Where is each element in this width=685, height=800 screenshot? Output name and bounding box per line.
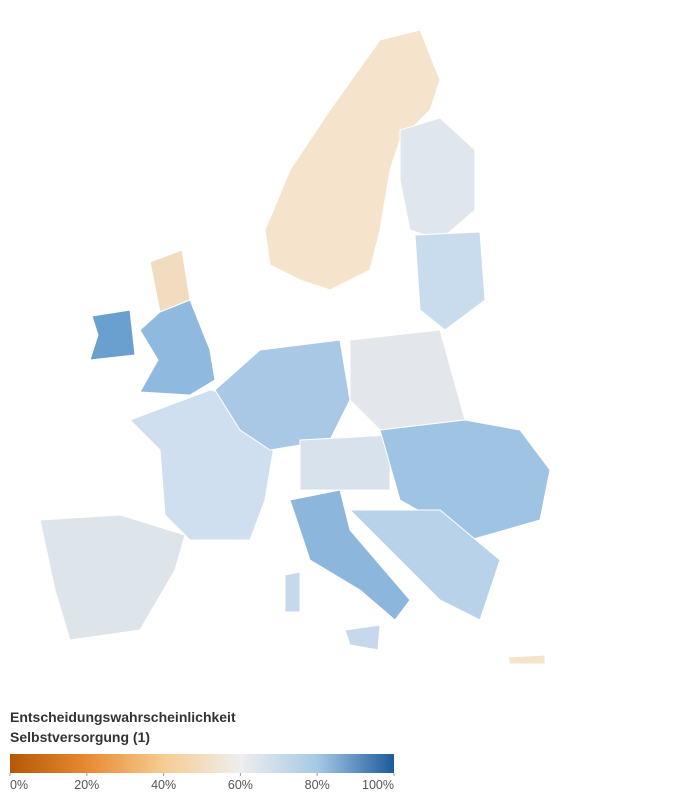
color-scale [10,754,394,773]
region [214,339,351,451]
region [39,514,186,641]
tick-label: 80% [305,778,330,792]
region [399,117,476,241]
tick-label: 20% [74,778,99,792]
region [299,434,391,491]
map-regions [39,29,551,665]
region [139,299,216,396]
region [344,624,381,651]
legend-title: Selbstversorgung (1) [10,729,150,745]
tick-label: 100% [362,778,394,792]
tick-label: 0% [10,778,28,792]
legend: Entscheidungswahrscheinlichkeit Selbstver… [9,709,395,792]
region [507,654,546,665]
region [349,329,466,431]
tick-label: 40% [151,778,176,792]
region [348,509,501,621]
legend-title: Entscheidungswahrscheinlichkeit [10,709,236,725]
tick-label: 60% [228,778,253,792]
region [284,571,301,613]
region [289,489,411,621]
region [414,231,486,331]
region [89,309,136,361]
